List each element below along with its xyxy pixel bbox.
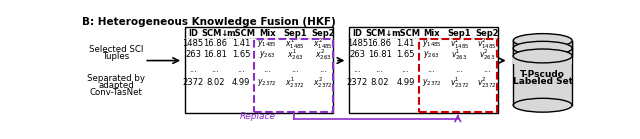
Text: 1.65: 1.65 xyxy=(396,50,415,59)
Text: B: Heterogeneous Knowledge Fusion (HKF): B: Heterogeneous Knowledge Fusion (HKF) xyxy=(83,18,336,27)
Bar xyxy=(419,39,497,112)
Text: ...: ... xyxy=(376,64,383,74)
Text: Mix: Mix xyxy=(423,29,440,38)
Text: Sep2: Sep2 xyxy=(311,29,335,38)
Text: 16.81: 16.81 xyxy=(204,50,227,59)
Text: Sep2: Sep2 xyxy=(476,29,499,38)
Text: 1485: 1485 xyxy=(182,39,204,48)
Text: $y_{1485}$: $y_{1485}$ xyxy=(257,38,277,49)
Text: 263: 263 xyxy=(349,50,365,59)
Text: ...: ... xyxy=(353,64,362,74)
Text: Replace: Replace xyxy=(240,112,276,121)
Text: $v^1_{1485}$: $v^1_{1485}$ xyxy=(449,36,469,51)
Text: $v^1_{2372}$: $v^1_{2372}$ xyxy=(449,75,469,90)
Text: $v^2_{2372}$: $v^2_{2372}$ xyxy=(477,75,497,90)
Text: $x^2_{2372}$: $x^2_{2372}$ xyxy=(313,75,333,90)
Text: 4.99: 4.99 xyxy=(232,78,250,87)
Ellipse shape xyxy=(513,49,572,63)
Text: Selected SCI: Selected SCI xyxy=(89,45,143,54)
Text: ...: ... xyxy=(456,64,463,74)
Text: $x^1_{263}$: $x^1_{263}$ xyxy=(287,47,303,62)
Bar xyxy=(513,41,572,48)
Text: 16.81: 16.81 xyxy=(367,50,392,59)
Text: $x^1_{2372}$: $x^1_{2372}$ xyxy=(285,75,305,90)
Text: mSCM: mSCM xyxy=(227,29,256,38)
Text: 8.02: 8.02 xyxy=(371,78,388,87)
Text: 263: 263 xyxy=(185,50,201,59)
Ellipse shape xyxy=(513,34,572,48)
Text: 2372: 2372 xyxy=(182,78,204,87)
Text: 1485: 1485 xyxy=(347,39,368,48)
Text: 1.65: 1.65 xyxy=(232,50,250,59)
Text: 1.41: 1.41 xyxy=(232,39,250,48)
Text: Conv-TasNet: Conv-TasNet xyxy=(90,88,143,96)
Bar xyxy=(254,39,333,112)
Text: $x^1_{1485}$: $x^1_{1485}$ xyxy=(285,36,305,51)
Text: $v^2_{1485}$: $v^2_{1485}$ xyxy=(477,36,497,51)
Text: 1.41: 1.41 xyxy=(396,39,415,48)
Text: Sep1: Sep1 xyxy=(284,29,307,38)
Text: mSCM: mSCM xyxy=(391,29,420,38)
Text: $y_{2372}$: $y_{2372}$ xyxy=(422,77,442,88)
Bar xyxy=(513,41,572,105)
Text: T-Pscudo: T-Pscudo xyxy=(520,70,565,79)
Text: $y_{263}$: $y_{263}$ xyxy=(423,49,440,60)
Text: ...: ... xyxy=(211,64,219,74)
Text: ...: ... xyxy=(428,64,435,74)
Text: Mix: Mix xyxy=(259,29,275,38)
Text: $y_{2372}$: $y_{2372}$ xyxy=(257,77,277,88)
Text: SCM↓: SCM↓ xyxy=(202,29,229,38)
Text: SCM↓: SCM↓ xyxy=(366,29,393,38)
Text: ...: ... xyxy=(291,64,299,74)
Text: $y_{1485}$: $y_{1485}$ xyxy=(422,38,442,49)
Text: ...: ... xyxy=(401,64,410,74)
Text: ...: ... xyxy=(319,64,327,74)
Text: $x^2_{263}$: $x^2_{263}$ xyxy=(315,47,332,62)
Text: Tuples: Tuples xyxy=(103,52,130,61)
Text: $y_{263}$: $y_{263}$ xyxy=(259,49,275,60)
Text: Labeled Set: Labeled Set xyxy=(513,77,573,86)
Text: ID: ID xyxy=(188,29,198,38)
Bar xyxy=(513,48,572,56)
Text: $v^1_{263}$: $v^1_{263}$ xyxy=(451,47,468,62)
Text: $v^2_{263}$: $v^2_{263}$ xyxy=(479,47,495,62)
Ellipse shape xyxy=(513,41,572,55)
Ellipse shape xyxy=(513,98,572,112)
Text: ...: ... xyxy=(483,64,492,74)
Bar xyxy=(184,27,333,113)
Text: ...: ... xyxy=(237,64,245,74)
Bar xyxy=(349,27,498,113)
Bar xyxy=(513,56,572,64)
Text: Sep1: Sep1 xyxy=(447,29,471,38)
Text: 16.86: 16.86 xyxy=(204,39,227,48)
Text: 4.99: 4.99 xyxy=(396,78,415,87)
Text: 2372: 2372 xyxy=(347,78,368,87)
Text: 16.86: 16.86 xyxy=(367,39,392,48)
Text: $x^2_{1485}$: $x^2_{1485}$ xyxy=(313,36,333,51)
Text: adapted: adapted xyxy=(99,81,134,90)
Text: Separated by: Separated by xyxy=(88,74,145,83)
Text: ID: ID xyxy=(353,29,362,38)
Text: ...: ... xyxy=(263,64,271,74)
Text: 8.02: 8.02 xyxy=(206,78,225,87)
Text: ...: ... xyxy=(189,64,197,74)
